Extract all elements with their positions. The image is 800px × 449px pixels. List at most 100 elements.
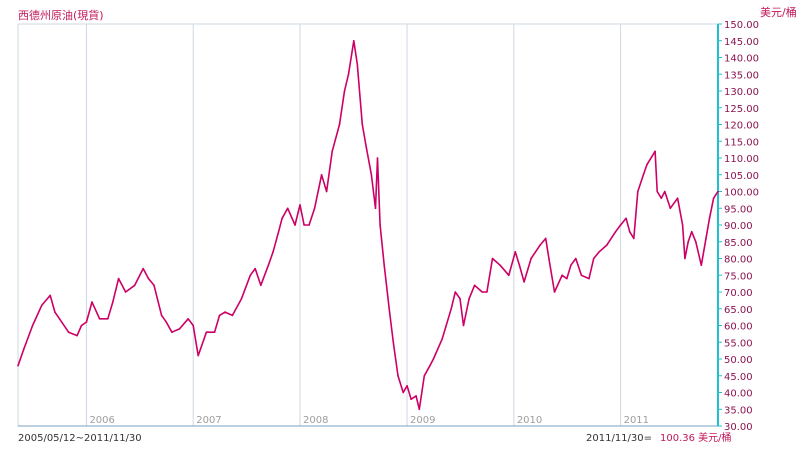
data-point: [67, 331, 70, 334]
x-tick-label: 2011: [624, 415, 649, 426]
data-point: [468, 297, 470, 300]
data-point: [690, 230, 693, 233]
data-point: [80, 324, 83, 327]
data-point: [231, 314, 234, 317]
data-point: [614, 230, 617, 233]
data-point: [681, 224, 684, 226]
data-point: [598, 251, 600, 253]
data-point: [294, 224, 296, 226]
data-point: [142, 267, 144, 270]
data-point: [218, 314, 221, 317]
data-point: [277, 230, 280, 233]
x-tick-label: 2008: [303, 415, 328, 426]
y-tick-label: 145.00: [724, 37, 759, 48]
data-point: [85, 321, 88, 323]
data-point: [499, 264, 501, 267]
period-label: 2005/05/12~2011/11/30: [18, 433, 142, 444]
data-point: [91, 301, 93, 303]
data-point: [49, 294, 51, 297]
data-point: [481, 291, 484, 293]
data-point: [462, 324, 465, 327]
data-point: [633, 237, 635, 240]
data-point: [454, 291, 457, 293]
data-point: [303, 224, 305, 226]
data-point: [429, 364, 431, 367]
data-point: [171, 331, 173, 334]
data-point: [58, 318, 61, 320]
data-point: [338, 123, 341, 126]
data-point: [606, 244, 608, 246]
data-point: [325, 190, 328, 193]
data-point: [165, 321, 168, 323]
data-point: [376, 157, 379, 159]
data-point: [320, 174, 323, 176]
data-point: [660, 197, 663, 199]
data-point: [23, 348, 25, 350]
y-tick-label: 50.00: [724, 355, 753, 366]
y-tick-label: 45.00: [724, 372, 753, 383]
data-point: [656, 190, 658, 193]
data-point: [299, 204, 301, 206]
data-point: [410, 398, 412, 401]
data-point: [213, 331, 216, 334]
data-point: [178, 328, 181, 330]
data-point: [254, 267, 256, 270]
data-point: [561, 274, 563, 277]
data-point: [40, 304, 43, 307]
data-point: [388, 308, 391, 310]
data-point: [197, 354, 199, 357]
data-point: [107, 318, 109, 320]
data-point: [240, 297, 243, 300]
y-tick-label: 75.00: [724, 271, 753, 282]
data-point: [637, 190, 639, 193]
unit-label: 美元/桶: [760, 5, 797, 19]
data-point: [331, 150, 334, 153]
series-line: [17, 40, 719, 411]
data-point: [491, 257, 494, 260]
y-tick-label: 40.00: [724, 389, 753, 400]
y-tick-label: 70.00: [724, 288, 753, 299]
data-point: [676, 197, 679, 199]
x-axis-ticks: 2006 2007 2008 2009 2010 2011: [89, 415, 649, 426]
data-point: [575, 257, 577, 260]
data-point: [415, 395, 417, 397]
data-point: [160, 314, 163, 317]
data-point: [423, 375, 426, 377]
data-point: [31, 324, 34, 327]
data-point: [260, 284, 262, 287]
data-point: [544, 237, 547, 240]
y-axis-ticks: 30.00 35.00 40.00 45.00 50.00 55.00 60.00 65.00…: [718, 20, 759, 433]
y-tick-label: 55.00: [724, 338, 753, 349]
data-point: [112, 301, 114, 303]
data-point: [192, 324, 194, 327]
y-tick-label: 120.00: [724, 121, 759, 132]
y-tick-label: 110.00: [724, 154, 759, 165]
y-tick-label: 30.00: [724, 422, 753, 433]
y-tick-label: 105.00: [724, 171, 759, 182]
y-tick-label: 95.00: [724, 204, 753, 215]
data-point: [313, 207, 316, 210]
data-point: [267, 264, 270, 267]
y-tick-label: 80.00: [724, 255, 753, 266]
data-point: [133, 284, 136, 287]
y-tick-label: 90.00: [724, 221, 753, 232]
data-point: [76, 334, 78, 337]
data-point: [654, 150, 656, 153]
data-point: [518, 264, 521, 267]
data-point: [530, 257, 532, 260]
data-point: [281, 217, 283, 220]
data-point: [441, 338, 444, 340]
data-point: [272, 251, 274, 253]
x-tick-label: 2006: [89, 415, 114, 426]
data-point: [695, 241, 697, 243]
data-point: [486, 291, 488, 293]
data-point: [553, 291, 556, 293]
data-point: [705, 237, 707, 240]
data-point: [406, 385, 408, 387]
data-point: [98, 318, 101, 320]
data-point: [397, 375, 399, 377]
data-point: [370, 174, 373, 176]
data-point: [664, 190, 666, 193]
